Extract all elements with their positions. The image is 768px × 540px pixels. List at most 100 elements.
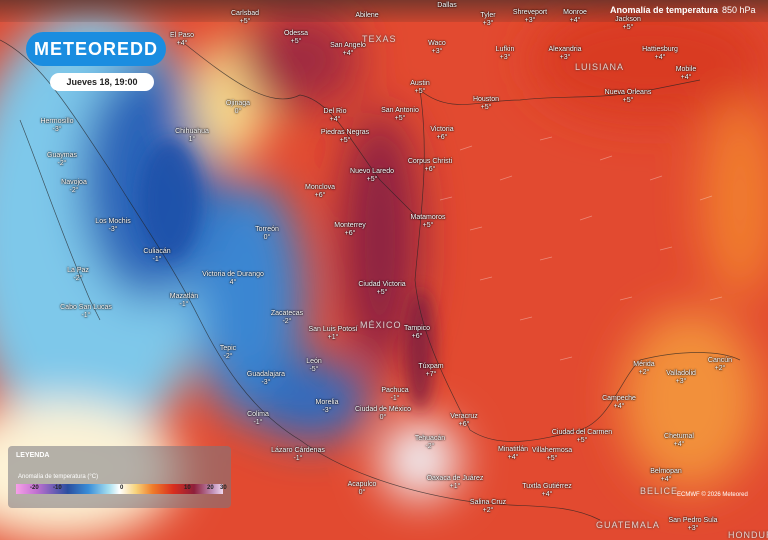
region-label: LUISIANA xyxy=(575,62,625,72)
city-label: Alexandria +3° xyxy=(548,46,581,62)
city-name: Mobile xyxy=(675,66,697,73)
city-label: Piedras Negras +5° xyxy=(321,129,369,145)
city-name: Mazatlán xyxy=(169,293,199,300)
city-label: Chihuahua 1° xyxy=(175,128,209,144)
city-value: +5° xyxy=(422,222,434,229)
city-value: +6° xyxy=(344,230,356,237)
city-value: +6° xyxy=(436,134,448,141)
legend-tick: 20 xyxy=(207,485,214,491)
city-label: Monterrey +6° xyxy=(334,222,366,238)
region-label: BELICE xyxy=(640,486,679,496)
city-name: Belmopan xyxy=(650,468,682,475)
city-name: Túxpam xyxy=(418,363,444,370)
city-value: -2° xyxy=(69,187,79,194)
city-label: Corpus Christi +6° xyxy=(408,158,452,174)
city-name: Pachuca xyxy=(381,387,409,394)
city-value: +5° xyxy=(480,104,492,111)
city-label: Shreveport +3° xyxy=(513,9,547,25)
city-name: Cabo San Lucas xyxy=(60,304,112,311)
city-label: Belmopan +4° xyxy=(650,468,682,484)
city-label: Veracruz +6° xyxy=(450,413,478,429)
city-name: Monroe xyxy=(563,9,587,16)
city-name: Tepic xyxy=(219,345,237,352)
city-value: +5° xyxy=(290,38,302,45)
legend-tick: 10 xyxy=(184,485,191,491)
city-label: Chetumal +4° xyxy=(664,433,694,449)
city-value: 0° xyxy=(234,108,242,115)
city-name: Nuevo Laredo xyxy=(350,168,394,175)
city-name: Ciudad Victoria xyxy=(358,281,406,288)
city-name: Tehuacán xyxy=(414,435,446,442)
city-value: 1° xyxy=(188,136,196,143)
city-value: -3° xyxy=(108,226,118,233)
city-name: Colima xyxy=(247,411,269,418)
city-value: +3° xyxy=(559,54,571,61)
city-value: -2° xyxy=(73,275,83,282)
city-label: Lufkin +3° xyxy=(496,46,515,62)
city-label: Lázaro Cárdenas -1° xyxy=(271,447,325,463)
city-name: Minatitlán xyxy=(498,446,528,453)
city-value: +4° xyxy=(613,403,625,410)
credit: ECMWF © 2026 Meteored xyxy=(677,492,748,498)
city-value: +4° xyxy=(176,40,188,47)
city-label: La Paz -2° xyxy=(67,267,89,283)
legend-unit: Anomalía de temperatura (°C) xyxy=(18,474,99,480)
city-name: Tuxtla Gutiérrez xyxy=(522,483,572,490)
city-name: Villahermosa xyxy=(531,447,573,454)
city-name: Acapulco xyxy=(347,481,377,488)
city-name: San Angelo xyxy=(330,42,366,49)
city-label: Del Rio +4° xyxy=(324,108,347,124)
city-name: Veracruz xyxy=(450,413,478,420)
city-name: Del Rio xyxy=(323,108,347,115)
city-value: -1° xyxy=(253,419,263,426)
city-name: Corpus Christi xyxy=(407,158,453,165)
city-name: Dallas xyxy=(437,2,457,9)
city-value: +4° xyxy=(541,491,553,498)
city-label: Pachuca -1° xyxy=(381,387,408,403)
city-label: Morelia -3° xyxy=(316,399,339,415)
city-value: -1° xyxy=(81,312,91,319)
city-name: Ciudad de México xyxy=(354,406,412,413)
city-value: +2° xyxy=(714,365,726,372)
city-name: San Luis Potosí xyxy=(308,326,358,333)
city-name: Hermosillo xyxy=(40,118,74,125)
city-name: Odessa xyxy=(283,30,309,37)
legend-tick: -20 xyxy=(30,485,39,491)
city-label: Waco +3° xyxy=(428,40,446,56)
logo[interactable]: METEOREDD xyxy=(26,32,166,66)
city-value: -3° xyxy=(261,379,271,386)
city-value: +4° xyxy=(329,116,341,123)
city-name: Carlsbad xyxy=(230,10,260,17)
city-name: Cancún xyxy=(707,357,733,364)
city-label: Culiacán -1° xyxy=(143,248,170,264)
city-label: Carlsbad +5° xyxy=(231,10,259,26)
city-name: Torreón xyxy=(255,226,279,233)
city-value: +5° xyxy=(366,176,378,183)
city-value: -1° xyxy=(179,301,189,308)
city-label: Colima -1° xyxy=(247,411,269,427)
city-label: Odessa +5° xyxy=(284,30,308,46)
city-value: +5° xyxy=(576,437,588,444)
city-value: +3° xyxy=(675,378,687,385)
city-label: Nueva Orleans +5° xyxy=(605,89,652,105)
city-value: +7° xyxy=(425,371,437,378)
city-name: Matamoros xyxy=(410,214,446,221)
city-label: Campeche +4° xyxy=(602,395,636,411)
city-name: Ciudad del Carmen xyxy=(551,429,613,436)
datetime: Jueves 18, 19:00 xyxy=(50,73,154,91)
city-value: +2° xyxy=(638,369,650,376)
city-value: +5° xyxy=(394,115,406,122)
city-label: Monroe +4° xyxy=(563,9,587,25)
legend-tick: -10 xyxy=(53,485,62,491)
city-label: Villahermosa +5° xyxy=(532,447,572,463)
city-value: +4° xyxy=(660,476,672,483)
city-value: -2° xyxy=(425,443,435,450)
city-name: Hattiesburg xyxy=(642,46,678,53)
city-name: Nueva Orleans xyxy=(604,89,652,96)
city-label: Mazatlán -1° xyxy=(170,293,198,309)
city-label: Oaxaca de Juárez +1° xyxy=(427,475,484,491)
top-bar xyxy=(0,0,768,22)
city-label: Salina Cruz +2° xyxy=(470,499,506,515)
city-value: -1° xyxy=(293,455,303,462)
city-name: Chihuahua xyxy=(175,128,209,135)
